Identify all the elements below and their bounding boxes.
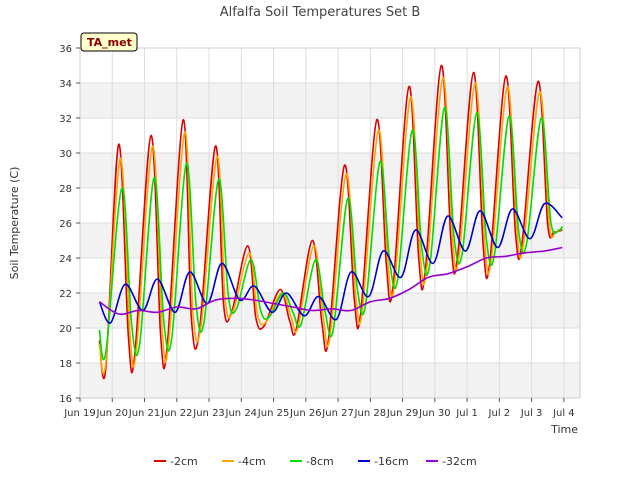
y-tick-label: 36	[59, 44, 72, 55]
y-tick-label: 26	[59, 219, 72, 230]
legend-item: -32cm	[426, 455, 477, 468]
series-line-4cm	[98, 76, 563, 374]
y-axis-ticks: 16 18 20 22 24 26 28 30 32 34 36	[59, 44, 80, 405]
y-axis-label: Soil Temperature (C)	[8, 167, 21, 280]
x-tick-label: Jul 2	[488, 408, 511, 419]
background-band	[80, 48, 580, 83]
site-badge-box	[80, 32, 138, 52]
site-badge-label: TA_met	[87, 36, 132, 49]
background-band	[80, 118, 580, 153]
series-line-8cm	[98, 106, 563, 361]
legend-label: -32cm	[442, 455, 477, 468]
x-tick-label: Jul 4	[552, 408, 575, 419]
x-tick-label: Jun 25	[257, 408, 290, 419]
x-tick-label: Jun 23	[192, 408, 225, 419]
x-tick-label: Jun 24	[225, 408, 258, 419]
site-badge: TA_met	[80, 32, 138, 52]
series-line-32cm	[98, 246, 563, 316]
y-tick-label: 18	[59, 359, 72, 370]
x-tick-label: Jun 22	[160, 408, 193, 419]
legend-item: -16cm	[358, 455, 409, 468]
legend-label: -8cm	[306, 455, 334, 468]
legend: -2cm -4cm -8cm -16cm -32cm	[154, 455, 477, 468]
x-axis-ticks: Jun 19 Jun 20 Jun 21 Jun 22 Jun 23 Jun 24 Jun …	[63, 398, 575, 419]
y-tick-label: 32	[59, 114, 72, 125]
background-band	[80, 258, 580, 293]
background-band	[80, 363, 580, 398]
x-tick-label: Jun 21	[128, 408, 161, 419]
series-line-2cm	[98, 64, 563, 380]
x-tick-label: Jun 27	[321, 408, 354, 419]
legend-label: -2cm	[170, 455, 198, 468]
y-tick-label: 22	[59, 289, 72, 300]
x-tick-label: Jul 1	[455, 408, 478, 419]
x-tick-label: Jun 30	[418, 408, 451, 419]
legend-item: -8cm	[290, 455, 334, 468]
y-tick-label: 30	[59, 149, 72, 160]
series-lines	[98, 64, 563, 380]
x-tick-label: Jun 29	[386, 408, 419, 419]
x-tick-label: Jun 26	[289, 408, 322, 419]
x-tick-label: Jun 19	[63, 408, 96, 419]
chart-title: Alfalfa Soil Temperatures Set B	[220, 5, 421, 20]
legend-item: -4cm	[222, 455, 266, 468]
y-tick-label: 16	[59, 394, 72, 405]
legend-label: -4cm	[238, 455, 266, 468]
legend-item: -2cm	[154, 455, 198, 468]
y-tick-label: 28	[59, 184, 72, 195]
y-tick-label: 24	[59, 254, 72, 265]
x-tick-label: Jul 3	[520, 408, 543, 419]
legend-label: -16cm	[374, 455, 409, 468]
y-tick-label: 34	[59, 79, 72, 90]
background-band	[80, 83, 580, 118]
x-axis-label: Time	[550, 423, 578, 436]
y-tick-label: 20	[59, 324, 72, 335]
x-tick-label: Jun 28	[354, 408, 387, 419]
x-tick-label: Jun 20	[95, 408, 128, 419]
